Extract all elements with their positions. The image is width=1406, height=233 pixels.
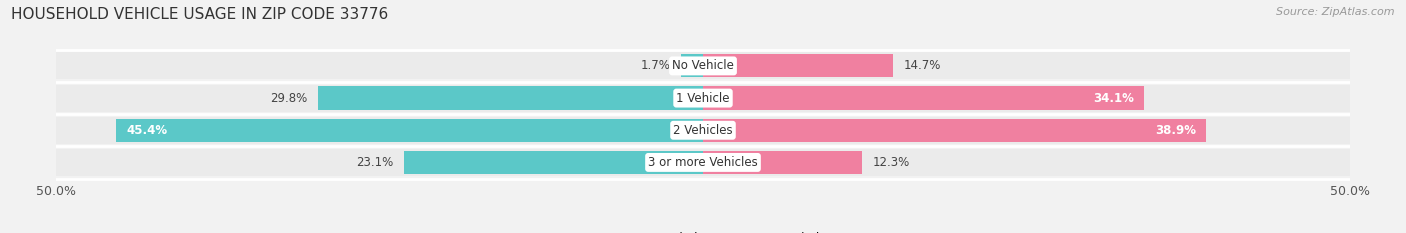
Text: HOUSEHOLD VEHICLE USAGE IN ZIP CODE 33776: HOUSEHOLD VEHICLE USAGE IN ZIP CODE 3377… (11, 7, 388, 22)
Text: 1.7%: 1.7% (641, 59, 671, 72)
Bar (56, 117, 1350, 144)
Bar (703, 54, 893, 78)
Bar (56, 85, 1350, 112)
Bar (703, 86, 1144, 110)
Bar (703, 119, 1206, 142)
Text: 14.7%: 14.7% (904, 59, 941, 72)
Text: 12.3%: 12.3% (873, 156, 910, 169)
Bar (56, 52, 1350, 79)
Bar (681, 54, 703, 78)
Text: 38.9%: 38.9% (1154, 124, 1197, 137)
Text: No Vehicle: No Vehicle (672, 59, 734, 72)
Text: Source: ZipAtlas.com: Source: ZipAtlas.com (1277, 7, 1395, 17)
Bar (404, 151, 703, 174)
Text: 23.1%: 23.1% (357, 156, 394, 169)
Text: 3 or more Vehicles: 3 or more Vehicles (648, 156, 758, 169)
Text: 2 Vehicles: 2 Vehicles (673, 124, 733, 137)
Text: 34.1%: 34.1% (1092, 92, 1133, 105)
Bar (703, 151, 862, 174)
Bar (318, 86, 703, 110)
Bar (56, 149, 1350, 176)
Text: 29.8%: 29.8% (270, 92, 307, 105)
Text: 1 Vehicle: 1 Vehicle (676, 92, 730, 105)
Text: 45.4%: 45.4% (127, 124, 167, 137)
Legend: Owner-occupied, Renter-occupied: Owner-occupied, Renter-occupied (581, 228, 825, 233)
Bar (115, 119, 703, 142)
